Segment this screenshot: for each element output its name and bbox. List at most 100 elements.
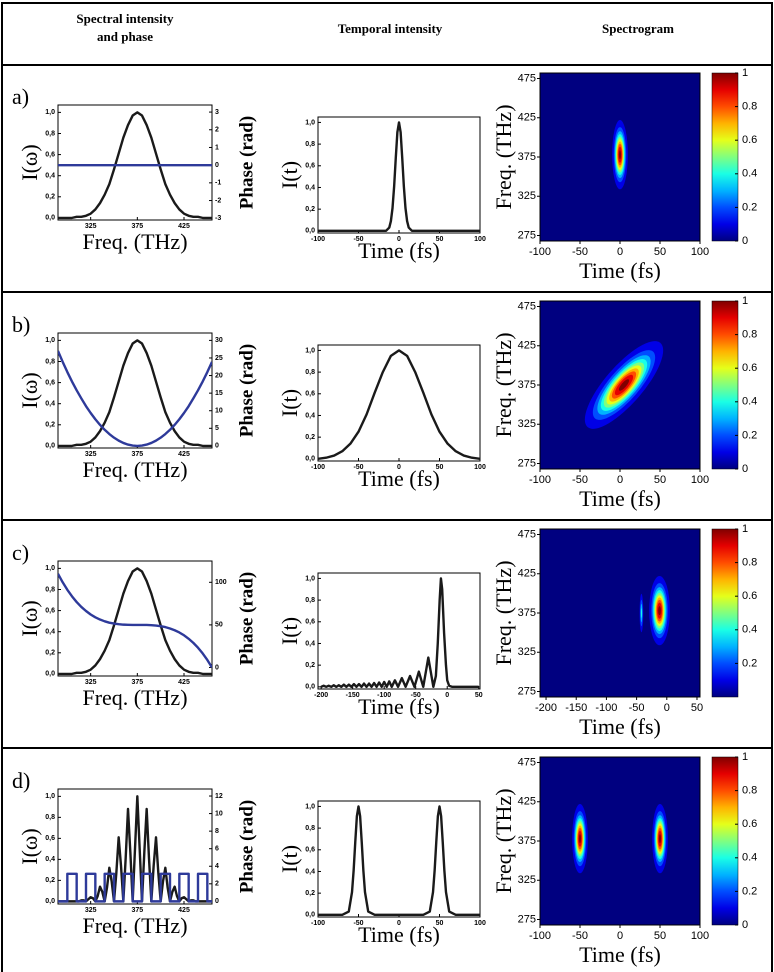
x-tick-label: 0 — [397, 464, 401, 471]
x-tick-label: 0 — [397, 920, 401, 927]
x-tick-label: -50 — [353, 920, 363, 927]
x-tick-label: 50 — [436, 464, 444, 471]
x-tick-label: -150 — [565, 702, 587, 714]
y-tick-label: 0,8 — [45, 586, 55, 593]
y2-tick-label: 10 — [215, 810, 223, 817]
series-line — [318, 805, 480, 917]
row-label: c) — [12, 540, 29, 565]
colorbar — [711, 756, 739, 926]
y-axis-label: I(t) — [277, 389, 302, 417]
colorbar-tick-label: 0 — [742, 235, 748, 247]
series-line — [58, 350, 212, 448]
x-tick-label: 375 — [131, 679, 143, 686]
x-axis-label: Time (fs) — [579, 942, 661, 967]
y-tick-label: 0,0 — [45, 215, 55, 222]
y2-tick-label: -2 — [215, 197, 221, 204]
y-tick-label: 0,4 — [305, 640, 315, 647]
column-header: Temporal intensity — [338, 21, 443, 36]
column-header: Spectrogram — [602, 21, 674, 36]
y-tick-label: 0,0 — [45, 671, 55, 678]
x-tick-label: 100 — [474, 236, 486, 243]
x-tick-label: -100 — [311, 920, 325, 927]
series-line — [318, 121, 480, 233]
y2-tick-label: 2 — [215, 127, 219, 134]
y-axis-label: Freq. (THz) — [491, 104, 516, 209]
colorbar — [711, 300, 739, 470]
y-tick-label: 0,4 — [45, 629, 55, 636]
y-axis-label: Freq. (THz) — [491, 332, 516, 437]
x-axis-label: Time (fs) — [579, 258, 661, 283]
plot-frame — [317, 344, 481, 462]
y-axis-label: I(ω) — [17, 600, 42, 636]
heatmap-spots — [612, 120, 628, 190]
y-axis-label: I(ω) — [17, 828, 42, 864]
heatmap-spots — [584, 341, 664, 429]
x-tick-label: -50 — [353, 236, 363, 243]
y-tick-label: 375 — [518, 835, 536, 847]
x-tick-label: 0 — [617, 474, 623, 486]
column-header: Spectral intensity — [76, 11, 174, 26]
y-tick-label: 0,8 — [45, 358, 55, 365]
contour — [658, 834, 662, 844]
colorbar-tick-label: 0.2 — [742, 201, 757, 213]
y-tick-label: 275 — [518, 457, 536, 469]
y-tick-label: 275 — [518, 229, 536, 241]
y-tick-label: 0,4 — [45, 401, 55, 408]
y-tick-label: 0,2 — [305, 890, 315, 897]
y-axis-label: Freq. (THz) — [491, 788, 516, 893]
y-axis-label: I(ω) — [17, 372, 42, 408]
x-tick-label: -50 — [572, 474, 588, 486]
colorbar-tick-label: 0.4 — [742, 396, 757, 408]
x-tick-label: 100 — [474, 920, 486, 927]
y-tick-label: 1,0 — [305, 347, 315, 354]
row-label: a) — [12, 84, 29, 109]
x-tick-label: 425 — [178, 223, 190, 230]
y-tick-label: 0,8 — [305, 369, 315, 376]
y-tick-label: 0,8 — [305, 825, 315, 832]
y-tick-label: 0,2 — [45, 194, 55, 201]
y2-tick-label: 10 — [215, 408, 223, 415]
x-tick-label: 50 — [436, 236, 444, 243]
spot — [652, 804, 668, 874]
x-axis-label: Freq. (THz) — [82, 685, 187, 710]
y-tick-label: 0,0 — [305, 684, 315, 691]
row-label: b) — [12, 312, 30, 337]
colorbar — [711, 72, 739, 242]
x-tick-label: -200 — [535, 702, 557, 714]
colorbar-tick-label: 0.6 — [742, 362, 757, 374]
x-tick-label: 0 — [397, 236, 401, 243]
y-tick-label: 0,2 — [45, 422, 55, 429]
y-tick-label: 0,6 — [305, 847, 315, 854]
y2-tick-label: 50 — [215, 622, 223, 629]
colorbar-tick-label: 1 — [742, 523, 748, 535]
y-tick-label: 475 — [518, 756, 536, 768]
x-tick-label: 50 — [691, 702, 703, 714]
x-tick-label: 50 — [475, 692, 483, 699]
colorbar-tick-label: 0.6 — [742, 134, 757, 146]
y-tick-label: 325 — [518, 874, 536, 886]
y2-tick-label: 100 — [215, 579, 227, 586]
y-tick-label: 0,6 — [305, 163, 315, 170]
colorbar-tick-label: 0.8 — [742, 785, 757, 797]
x-axis-label: Time (fs) — [358, 466, 440, 491]
x-tick-label: 0 — [617, 246, 623, 258]
x-tick-label: 50 — [654, 246, 666, 258]
x-tick-label: 50 — [654, 474, 666, 486]
colorbar-tick-label: 0.4 — [742, 624, 757, 636]
x-axis-label: Time (fs) — [358, 922, 440, 947]
x-tick-label: 100 — [474, 464, 486, 471]
y-tick-label: 375 — [518, 607, 536, 619]
x-tick-label: -50 — [411, 692, 421, 699]
column-header: and phase — [97, 29, 153, 44]
colorbar-tick-label: 0.2 — [742, 657, 757, 669]
y2-tick-label: 25 — [215, 355, 223, 362]
y-tick-label: 275 — [518, 913, 536, 925]
x-axis-label: Freq. (THz) — [82, 229, 187, 254]
x-tick-label: -100 — [529, 474, 551, 486]
series-line — [320, 577, 479, 689]
y-tick-label: 475 — [518, 300, 536, 312]
y-tick-label: 0,2 — [45, 650, 55, 657]
x-tick-label: -100 — [529, 930, 551, 942]
y-tick-label: 0,4 — [305, 412, 315, 419]
